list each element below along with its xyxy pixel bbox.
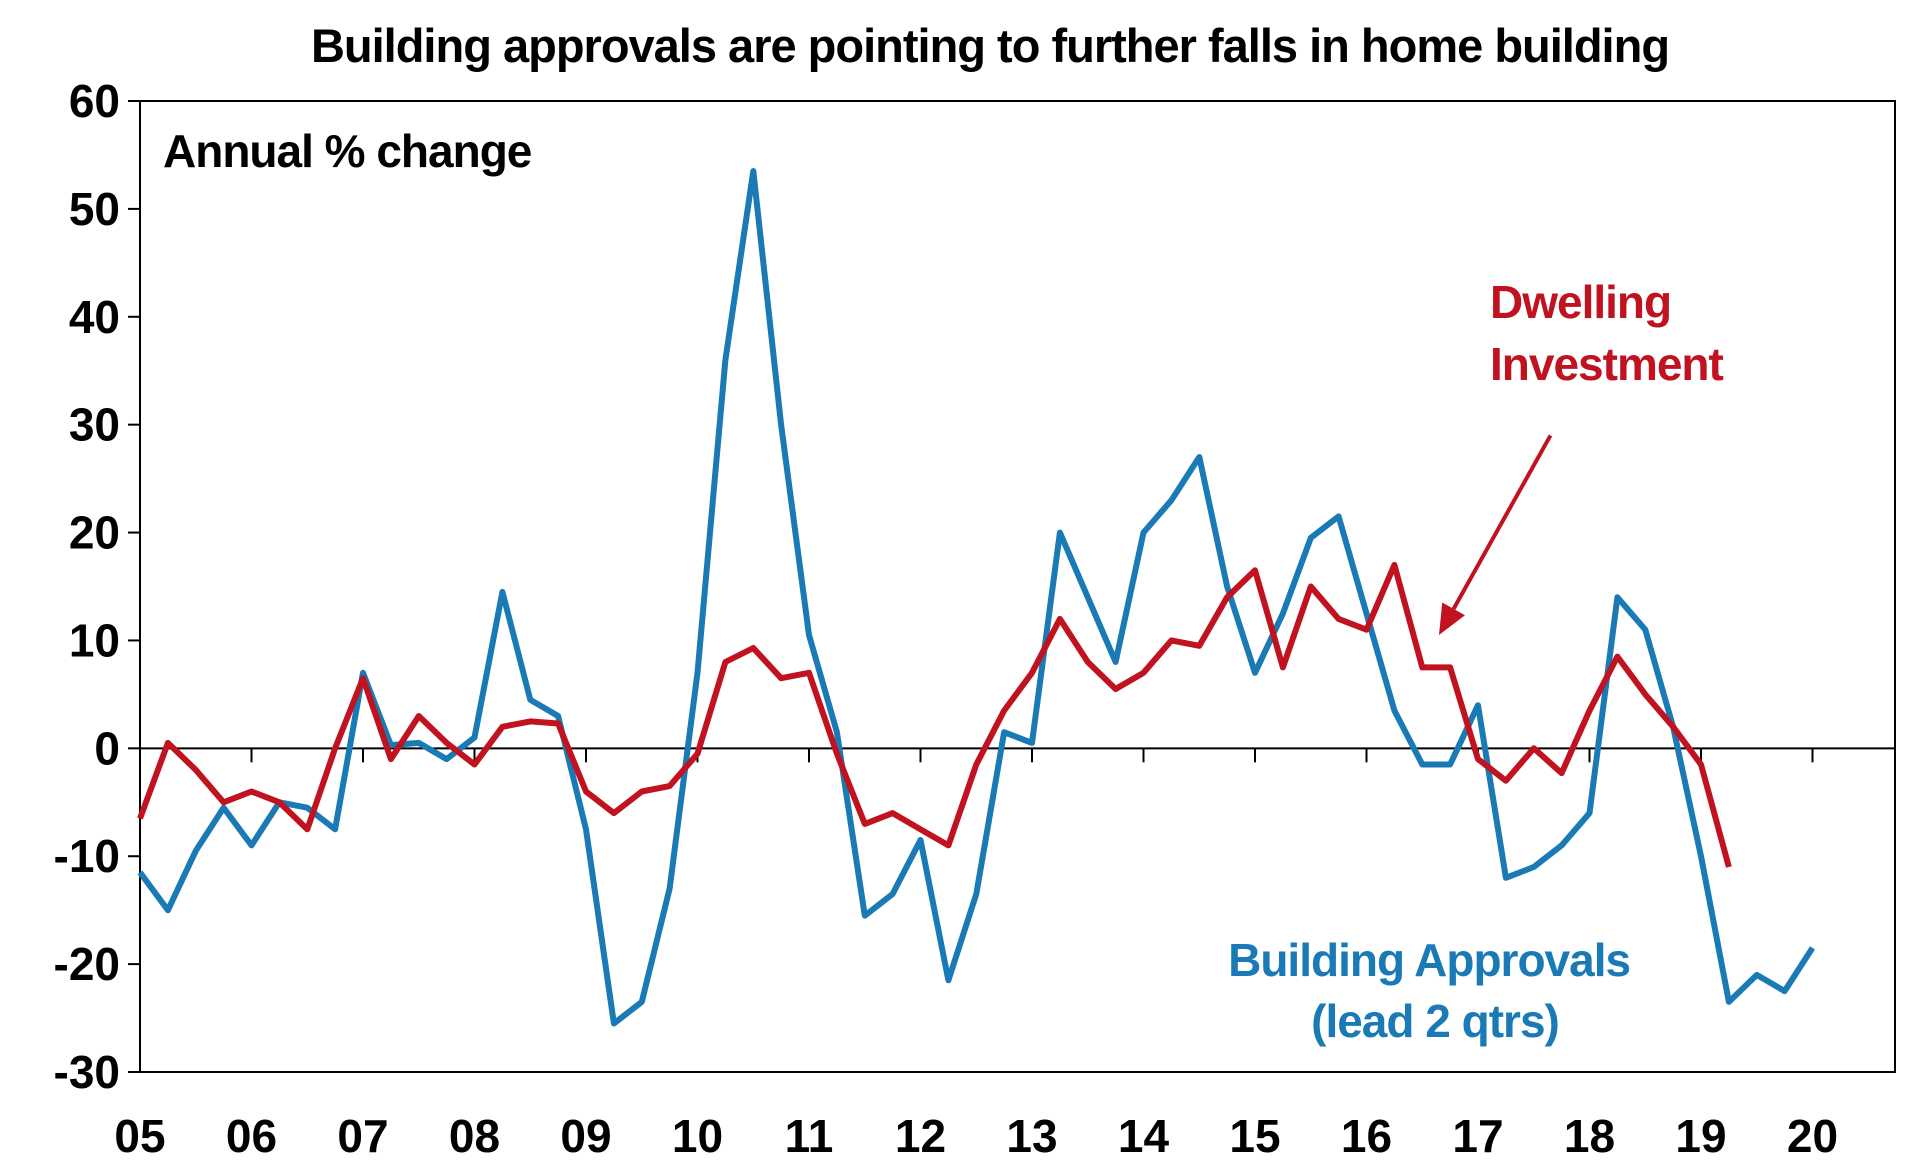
y-tick-label: 40 [69,291,120,343]
y-tick-label: 10 [69,614,120,666]
x-axis: 05 06 07 08 09 10 11 12 13 14 15 16 17 18 19 20 [114,748,1838,1162]
x-tick-label: 05 [114,1110,165,1162]
y-tick-label: 30 [69,399,120,451]
y-tick-label: 20 [69,507,120,559]
x-tick-label: 16 [1341,1110,1392,1162]
x-tick-label: 17 [1452,1110,1503,1162]
x-tick-label: 07 [337,1110,388,1162]
y-tick-label: -20 [54,938,120,990]
x-tick-label: 12 [895,1110,946,1162]
series-layer [137,168,1816,1027]
y-tick-label: -30 [54,1046,120,1098]
y-tick-label: 60 [69,75,120,127]
y-tick-label: 50 [69,183,120,235]
approvals-label-line-2: (lead 2 qtrs) [1311,995,1559,1047]
x-tick-label: 08 [449,1110,500,1162]
x-tick-label: 11 [785,1110,834,1162]
plot-area-frame [139,100,1896,1073]
x-tick-label: 18 [1564,1110,1615,1162]
approvals-label-line-1: Building Approvals [1228,934,1630,986]
x-tick-label: 10 [672,1110,723,1162]
investment-arrow-head [1438,602,1465,636]
y-tick-label: 0 [94,722,120,774]
x-tick-label: 09 [560,1110,611,1162]
annotation-layer: Dwelling Investment Building Approvals (… [1228,276,1724,1047]
investment-label-line-1: Dwelling [1490,276,1671,328]
x-tick-label: 19 [1675,1110,1726,1162]
building-approvals-line [137,168,1816,1027]
investment-arrow-line [1451,434,1553,610]
chart-subtitle: Annual % change [163,125,532,177]
investment-label-line-2: Investment [1490,338,1724,390]
y-axis: -30 -20 -10 0 10 20 30 40 50 60 [54,75,140,1098]
x-tick-label: 14 [1118,1110,1170,1162]
y-tick-label: -10 [54,830,120,882]
dwelling-investment-line [137,561,1732,868]
x-tick-label: 13 [1006,1110,1057,1162]
x-tick-label: 06 [226,1110,277,1162]
investment-label: Dwelling Investment [1490,276,1724,390]
x-tick-label: 20 [1787,1110,1838,1162]
x-tick-label: 15 [1229,1110,1280,1162]
chart-title: Building approvals are pointing to furth… [311,19,1669,72]
approvals-label: Building Approvals (lead 2 qtrs) [1228,934,1642,1047]
